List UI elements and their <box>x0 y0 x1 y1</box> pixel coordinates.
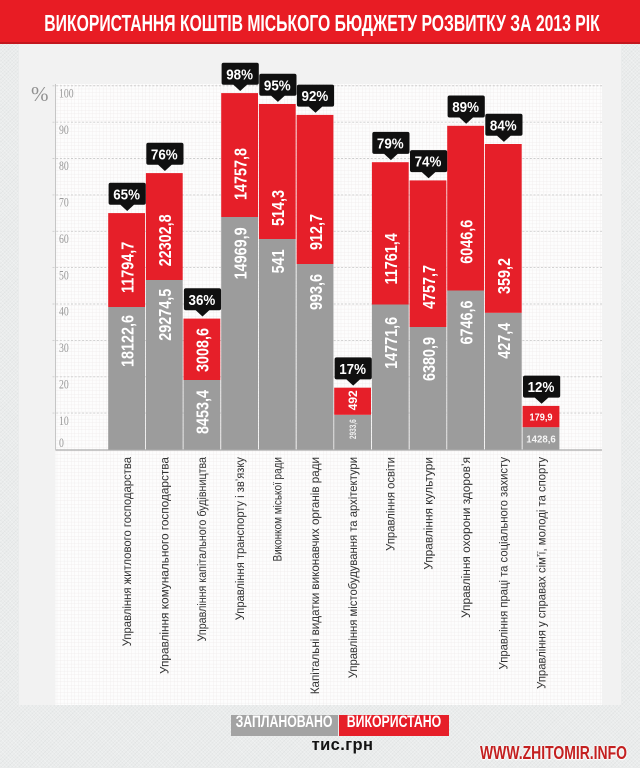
svg-text:1428,6: 1428,6 <box>526 434 556 445</box>
svg-text:Управління праці та соціальног: Управління праці та соціального захисту <box>496 457 511 670</box>
svg-text:14969,9: 14969,9 <box>231 227 251 279</box>
svg-text:514,3: 514,3 <box>269 190 289 226</box>
svg-text:359,2: 359,2 <box>495 258 515 294</box>
svg-text:95%: 95% <box>264 78 291 95</box>
svg-text:20: 20 <box>59 378 69 391</box>
svg-text:17%: 17% <box>339 361 366 378</box>
svg-text:11794,7: 11794,7 <box>118 242 138 293</box>
svg-text:427,4: 427,4 <box>495 323 515 359</box>
svg-text:60: 60 <box>59 233 69 246</box>
svg-text:Управління транспорту і зв’язк: Управління транспорту і зв’язку <box>233 457 247 620</box>
svg-text:Управління освіти: Управління освіти <box>383 457 398 551</box>
svg-text:Управління комунального господ: Управління комунального господарства <box>157 457 171 674</box>
svg-text:79%: 79% <box>377 136 404 153</box>
svg-text:84%: 84% <box>490 118 517 135</box>
svg-text:0: 0 <box>59 437 64 450</box>
svg-text:541: 541 <box>269 249 289 273</box>
svg-text:11761,4: 11761,4 <box>382 233 402 284</box>
svg-text:492: 492 <box>346 390 360 410</box>
svg-text:10: 10 <box>59 415 69 428</box>
svg-text:22302,8: 22302,8 <box>156 214 176 266</box>
svg-text:6046,6: 6046,6 <box>457 220 477 264</box>
svg-text:Управління житлового господарс: Управління житлового господарства <box>119 457 134 647</box>
svg-text:65%: 65% <box>113 187 140 204</box>
svg-text:50: 50 <box>59 269 69 282</box>
svg-text:Управління капітального будівн: Управління капітального будівництва <box>197 456 210 641</box>
svg-text:Виконком міської ради: Виконком міської ради <box>272 457 285 562</box>
svg-text:179,9: 179,9 <box>530 412 553 423</box>
svg-text:6380,9: 6380,9 <box>419 337 439 381</box>
svg-text:912,7: 912,7 <box>306 214 326 250</box>
svg-text:Управління містобудування та а: Управління містобудування та архітектури <box>345 457 360 678</box>
svg-text:%: % <box>31 82 49 106</box>
svg-text:29274,5: 29274,5 <box>156 289 176 341</box>
svg-text:Управління у справах сім’ї, мо: Управління у справах сім’ї, молоді та сп… <box>534 457 549 689</box>
svg-text:80: 80 <box>59 160 69 173</box>
svg-text:92%: 92% <box>302 88 329 105</box>
svg-text:36%: 36% <box>189 292 216 309</box>
svg-text:14771,6: 14771,6 <box>382 317 402 369</box>
svg-text:18122,6: 18122,6 <box>118 315 138 367</box>
svg-text:4757,7: 4757,7 <box>419 265 439 309</box>
svg-text:30: 30 <box>59 342 69 355</box>
svg-text:90: 90 <box>59 124 69 137</box>
svg-text:70: 70 <box>59 197 69 210</box>
svg-text:Управління охорони здоров’я: Управління охорони здоров’я <box>459 457 473 618</box>
svg-text:98%: 98% <box>226 67 253 84</box>
svg-text:74%: 74% <box>415 154 442 171</box>
svg-text:89%: 89% <box>452 99 479 116</box>
svg-text:3008,6: 3008,6 <box>193 328 213 372</box>
svg-text:40: 40 <box>59 306 69 319</box>
svg-text:12%: 12% <box>528 379 555 396</box>
svg-text:6746,6: 6746,6 <box>457 301 477 345</box>
svg-text:100: 100 <box>59 87 74 100</box>
svg-text:Капітальні видатки виконавчих: Капітальні видатки виконавчих органів ра… <box>308 457 322 694</box>
svg-text:14757,8: 14757,8 <box>231 148 251 200</box>
svg-text:76%: 76% <box>151 147 178 164</box>
svg-text:993,6: 993,6 <box>306 274 326 310</box>
svg-text:Управління культури: Управління культури <box>421 457 435 570</box>
svg-text:2933,6: 2933,6 <box>348 419 358 439</box>
svg-text:8453,4: 8453,4 <box>193 390 213 434</box>
